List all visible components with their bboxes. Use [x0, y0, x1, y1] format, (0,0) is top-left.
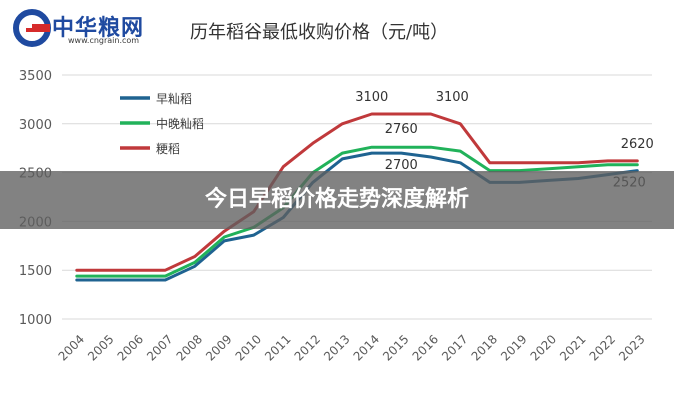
- headline-text: 今日早稻价格走势深度解析: [204, 187, 469, 212]
- data-label-1: 3100: [436, 90, 469, 105]
- x-tick-label-2010: 2010: [233, 332, 264, 363]
- cngrain-logo-icon: [13, 9, 51, 47]
- x-tick-label-2023: 2023: [616, 332, 647, 363]
- logo-url: www.cngrain.com: [68, 36, 140, 45]
- x-tick-label-2006: 2006: [115, 332, 146, 363]
- x-tick-label-2017: 2017: [439, 332, 470, 363]
- x-tick-label-2016: 2016: [410, 332, 441, 363]
- x-tick-label-2019: 2019: [498, 332, 529, 363]
- x-tick-label-2011: 2011: [262, 332, 293, 363]
- x-tick-label-2012: 2012: [292, 332, 323, 363]
- headline-banner: 今日早稻价格走势深度解析: [0, 171, 674, 229]
- y-tick-label-3000: 3000: [19, 118, 52, 133]
- x-tick-label-2022: 2022: [587, 332, 618, 363]
- data-label-2: 2760: [385, 122, 418, 137]
- data-label-0: 3100: [355, 90, 388, 105]
- data-label-3: 2700: [385, 158, 418, 173]
- x-tick-label-2004: 2004: [56, 332, 87, 363]
- x-tick-label-2005: 2005: [85, 332, 116, 363]
- logo-name: 中华粮网: [52, 16, 145, 41]
- x-tick-label-2008: 2008: [174, 332, 205, 363]
- cngrain-logo: 中华粮网 www.cngrain.com: [12, 8, 172, 52]
- series-line-2: [75, 112, 639, 272]
- chart-title: 历年稻谷最低收购价格（元/吨）: [190, 22, 449, 43]
- legend-label-0: 早籼稻: [156, 92, 192, 106]
- data-label-4: 2620: [621, 137, 654, 152]
- x-tick-label-2013: 2013: [321, 332, 352, 363]
- x-tick-label-2021: 2021: [557, 332, 588, 363]
- y-tick-label-3500: 3500: [19, 69, 52, 84]
- x-tick-label-2014: 2014: [351, 332, 382, 363]
- legend-label-2: 粳稻: [156, 142, 180, 156]
- series-line-1: [75, 145, 639, 278]
- x-tick-label-2007: 2007: [144, 332, 175, 363]
- x-tick-label-2018: 2018: [469, 332, 500, 363]
- y-tick-label-1500: 1500: [19, 264, 52, 279]
- y-tick-label-1000: 1000: [19, 313, 52, 328]
- x-tick-label-2015: 2015: [380, 332, 411, 363]
- x-tick-label-2009: 2009: [203, 332, 234, 363]
- legend-label-1: 中晚籼稻: [156, 116, 204, 131]
- x-tick-label-2020: 2020: [528, 332, 559, 363]
